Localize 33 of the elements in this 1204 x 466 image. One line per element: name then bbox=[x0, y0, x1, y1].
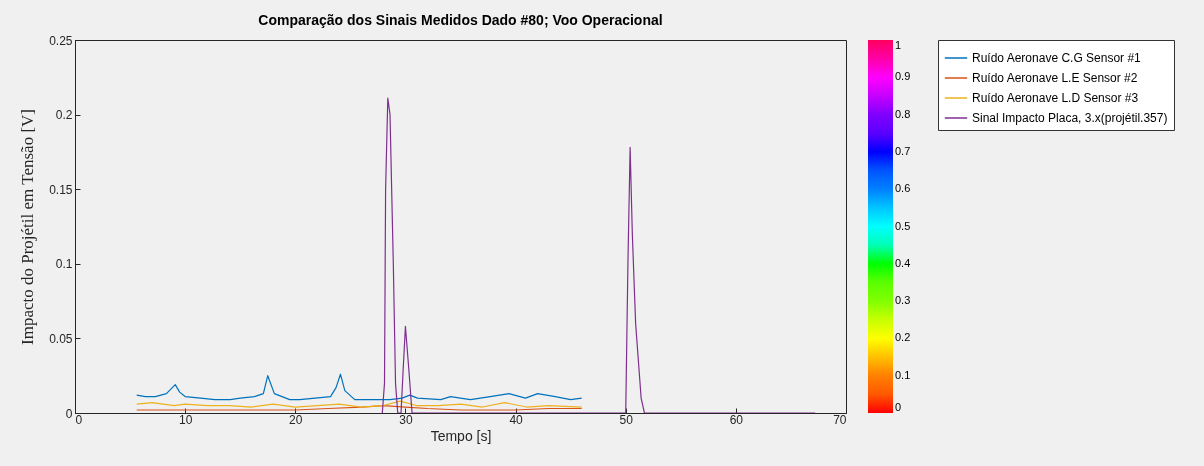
color-bar-label: 0.6 bbox=[895, 182, 911, 195]
chart-title: Comparação dos Sinais Medidos Dado #80; Voo Operacional bbox=[258, 12, 663, 28]
x-tick-label: 40 bbox=[509, 412, 524, 427]
color-bar-label: 0.5 bbox=[895, 219, 911, 232]
y-tick-label: 0.2 bbox=[55, 108, 73, 123]
x-tick-label: 30 bbox=[399, 412, 413, 427]
legend-label: Ruído Aeronave C.G Sensor #1 bbox=[972, 51, 1142, 65]
x-tick-label: 70 bbox=[833, 412, 847, 427]
x-axis-title: Tempo [s] bbox=[430, 427, 492, 444]
x-tick-label: 60 bbox=[729, 412, 744, 427]
x-tick-label: 50 bbox=[619, 412, 634, 427]
x-tick-label: 10 bbox=[178, 412, 193, 427]
line-series bbox=[381, 97, 816, 413]
color-bar-label: 0.7 bbox=[895, 144, 911, 157]
legend-label: Ruído Aeronave L.E Sensor #2 bbox=[972, 71, 1138, 85]
y-tick-label: 0.15 bbox=[49, 182, 73, 197]
y-tick-label: 0.1 bbox=[55, 257, 73, 272]
x-tick-label: 0 bbox=[75, 412, 83, 427]
y-axis-title: Impacto do Projétil em Tensão [V] bbox=[18, 109, 38, 345]
color-bar-label: 0.1 bbox=[895, 368, 911, 381]
y-tick-label: 0.25 bbox=[49, 33, 73, 48]
color-bar-label: 1 bbox=[895, 39, 902, 51]
x-tick-label: 20 bbox=[289, 412, 303, 427]
color-bar-label: 0.3 bbox=[895, 294, 911, 307]
legend-label: Sinal Impacto Placa, 3.x(projétil.357) bbox=[972, 111, 1168, 125]
legend-label: Ruído Aeronave L.D Sensor #3 bbox=[972, 91, 1139, 105]
color-bar-label: 0 bbox=[895, 401, 902, 413]
line-series bbox=[136, 373, 583, 401]
color-bar-label: 0.4 bbox=[895, 256, 911, 269]
y-tick-label: 0.05 bbox=[49, 331, 73, 346]
color-bar-label: 0.2 bbox=[895, 331, 911, 344]
color-bar-label: 0.9 bbox=[895, 70, 911, 83]
color-bar-label: 0.8 bbox=[895, 107, 911, 120]
